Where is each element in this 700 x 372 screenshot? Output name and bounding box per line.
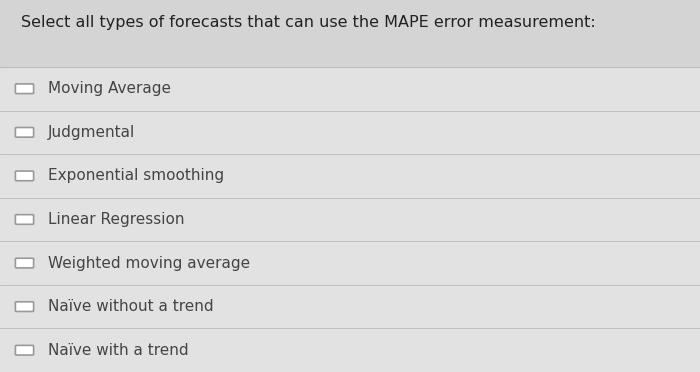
Bar [0, 110, 700, 154]
FancyBboxPatch shape [15, 258, 34, 268]
Bar [0, 67, 700, 110]
FancyBboxPatch shape [15, 345, 34, 355]
Text: Naïve without a trend: Naïve without a trend [48, 299, 214, 314]
FancyBboxPatch shape [15, 128, 34, 137]
Bar [0, 328, 700, 372]
Bar [0, 198, 700, 241]
Text: Select all types of forecasts that can use the MAPE error measurement:: Select all types of forecasts that can u… [21, 15, 596, 30]
Text: Moving Average: Moving Average [48, 81, 171, 96]
Text: Weighted moving average: Weighted moving average [48, 256, 250, 270]
Text: Exponential smoothing: Exponential smoothing [48, 169, 224, 183]
FancyBboxPatch shape [15, 171, 34, 181]
Text: Linear Regression: Linear Regression [48, 212, 184, 227]
Bar [0, 154, 700, 198]
Bar [0, 241, 700, 285]
Bar [0, 285, 700, 328]
Text: Naïve with a trend: Naïve with a trend [48, 343, 188, 358]
FancyBboxPatch shape [15, 215, 34, 224]
Text: Judgmental: Judgmental [48, 125, 135, 140]
FancyBboxPatch shape [15, 84, 34, 94]
FancyBboxPatch shape [15, 302, 34, 311]
